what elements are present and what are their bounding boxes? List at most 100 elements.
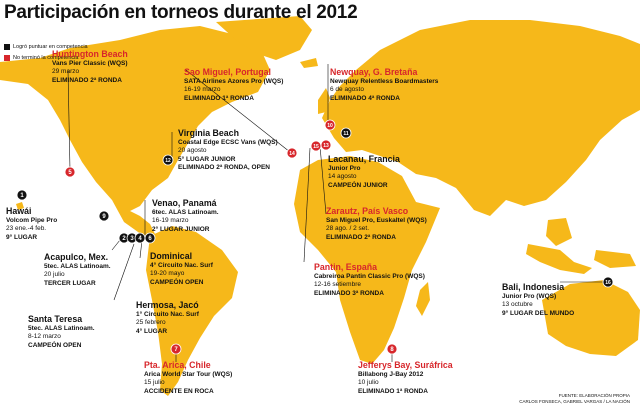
credits-source: FUENTE: ELABORACIÓN PROPIA <box>558 393 630 398</box>
event-name: Junior Pro (WQS) <box>502 293 557 300</box>
event-date: 20 julio <box>44 271 65 279</box>
iceland <box>300 58 318 68</box>
great-britain <box>318 88 330 114</box>
event-name: 4° Circuito Nac. Surf <box>150 262 213 269</box>
label-acapulco: Acapulco, Mex. 5tec. ALAS Latinoam. 20 j… <box>44 252 111 288</box>
label-venao: Venao, Panamá 6tec. ALAS Latinoam. 16-19… <box>152 198 219 234</box>
hawaii-islands <box>16 202 24 210</box>
city-name: Huntington Beach <box>52 49 128 59</box>
event-name: San Miguel Pro, Euskaltel (WQS) <box>326 217 427 224</box>
africa <box>294 156 440 364</box>
event-date: 23 ene.-4 feb. <box>6 225 47 233</box>
marker-14: 14 <box>286 147 298 159</box>
event-date: 8-12 marzo <box>28 333 61 341</box>
event-date: 28 ago. / 2 set. <box>326 225 370 233</box>
marker-number: 12 <box>165 158 171 164</box>
new-guinea <box>594 250 636 268</box>
event-date: 19-20 mayo <box>150 270 185 278</box>
city-name: Venao, Panamá <box>152 198 217 208</box>
label-hermosa: Hermosa, Jacó 1° Circuito Nac. Surf 25 f… <box>136 300 199 336</box>
event-name: Newquay Relentless Boardmasters <box>330 78 439 85</box>
marker-number: 15 <box>313 144 319 150</box>
marker-number: 11 <box>343 131 349 137</box>
event-name: Arica World Star Tour (WQS) <box>144 371 233 378</box>
event-name: 5tec. ALAS Latinoam. <box>28 325 95 332</box>
event-result: TERCER LUGAR <box>44 279 96 287</box>
event-date: 12-16 setiembre <box>314 281 361 289</box>
event-date: 16-19 marzo <box>184 86 221 94</box>
event-result: ELIMINADO 2ª RONDA <box>326 233 396 241</box>
marker-number: 14 <box>289 151 295 157</box>
marker-number: 3 <box>130 236 134 242</box>
indonesia <box>526 244 592 274</box>
marker-5: 5 <box>64 166 76 178</box>
legend-not-finished-label: No terminó la competencia <box>13 55 79 61</box>
marker-8: 8 <box>386 343 398 355</box>
label-arica: Pta. Arica, Chile Arica World Star Tour … <box>144 360 232 396</box>
event-date: 6 de agosto <box>330 86 364 94</box>
australia <box>542 280 640 356</box>
event-name: 1° Circuito Nac. Surf <box>136 311 199 318</box>
event-name: Coastal Edge ECSC Vans (WQS) <box>178 139 278 146</box>
event-result: ELIMINADO 1ª RONDA <box>358 387 428 395</box>
legend-scored-label: Logró puntuar en competencia <box>13 44 88 50</box>
event-result: 9° LUGAR DEL MUNDO <box>502 309 575 317</box>
label-newquay: Newquay, G. Bretaña Newquay Relentless B… <box>330 67 438 103</box>
marker-9: 9 <box>98 210 110 222</box>
marker-10: 10 <box>324 119 336 131</box>
marker-3: 3 <box>126 232 138 244</box>
label-bali: Bali, Indonesia Junior Pro (WQS) 13 octu… <box>502 282 574 318</box>
city-name: Hawái <box>6 206 32 216</box>
event-date: 16-19 marzo <box>152 217 189 225</box>
marker-11: 11 <box>340 127 352 139</box>
event-name: 6tec. ALAS Latinoam. <box>152 209 219 216</box>
event-date: 10 julio <box>358 379 379 387</box>
marker-number: 2 <box>122 236 126 242</box>
city-name: Acapulco, Mex. <box>44 252 109 262</box>
marker-number: 10 <box>327 123 333 129</box>
marker-number: 16 <box>605 280 611 286</box>
event-result: 9° LUGAR <box>6 233 38 241</box>
leader-lines <box>67 64 604 362</box>
event-result: CAMPEÓN OPEN <box>28 341 82 349</box>
event-result: ELIMINADO 3ª RONDA <box>314 289 384 297</box>
marker-1: 1 <box>16 189 28 201</box>
greenland <box>216 16 312 60</box>
city-name: Lacanau, Francia <box>328 154 400 164</box>
event-result: 4° LUGAR <box>136 327 168 335</box>
marker-number: 7 <box>174 347 178 353</box>
city-name: Virginia Beach <box>178 128 239 138</box>
label-santa-teresa: Santa Teresa 5tec. ALAS Latinoam. 8-12 m… <box>28 314 95 350</box>
marker-4: 4 <box>134 232 146 244</box>
label-dominical: Dominical 4° Circuito Nac. Surf 19-20 ma… <box>150 251 213 287</box>
legend-not-finished: No terminó la competencia <box>4 55 78 61</box>
marker-number: 8 <box>390 347 394 353</box>
city-name: Jefferys Bay, Suráfrica <box>358 360 453 370</box>
city-name: Newquay, G. Bretaña <box>330 67 418 77</box>
marker-number: 6 <box>148 236 152 242</box>
city-name: Hermosa, Jacó <box>136 300 199 310</box>
event-result: ELIMINADO 2ª RONDA <box>52 76 122 84</box>
north-america <box>0 26 270 212</box>
event-date: 14 agosto <box>328 173 357 181</box>
label-sao-miguel: Sao Miguel, Portugal SATA Airlines Azore… <box>184 67 283 103</box>
label-lacanau: Lacanau, Francia Junior Pro 14 agosto CA… <box>328 154 400 190</box>
japan <box>584 114 600 146</box>
marker-number: 13 <box>323 143 329 149</box>
event-name: Billabong J-Bay 2012 <box>358 371 424 378</box>
marker-7: 7 <box>170 343 182 355</box>
event-date: 13 octubre <box>502 301 533 309</box>
credits-authors: CARLOS FONSECA, GABRIEL VARGAS / LA NACI… <box>519 399 630 404</box>
legend-scored: Logró puntuar en competencia <box>4 44 88 50</box>
city-name: Santa Teresa <box>28 314 83 324</box>
marker-13: 13 <box>320 139 332 151</box>
label-hawai: Hawái Volcom Pipe Pro 23 ene.-4 feb. 9° … <box>6 206 57 242</box>
event-date: 29 marzo <box>52 68 80 76</box>
city-name: Bali, Indonesia <box>502 282 565 292</box>
credits: FUENTE: ELABORACIÓN PROPIA CARLOS FONSEC… <box>519 393 630 405</box>
event-date: 25 febrero <box>136 319 166 327</box>
madagascar <box>416 282 430 316</box>
marker-number: 9 <box>102 214 106 220</box>
marker-number: 1 <box>20 193 24 199</box>
